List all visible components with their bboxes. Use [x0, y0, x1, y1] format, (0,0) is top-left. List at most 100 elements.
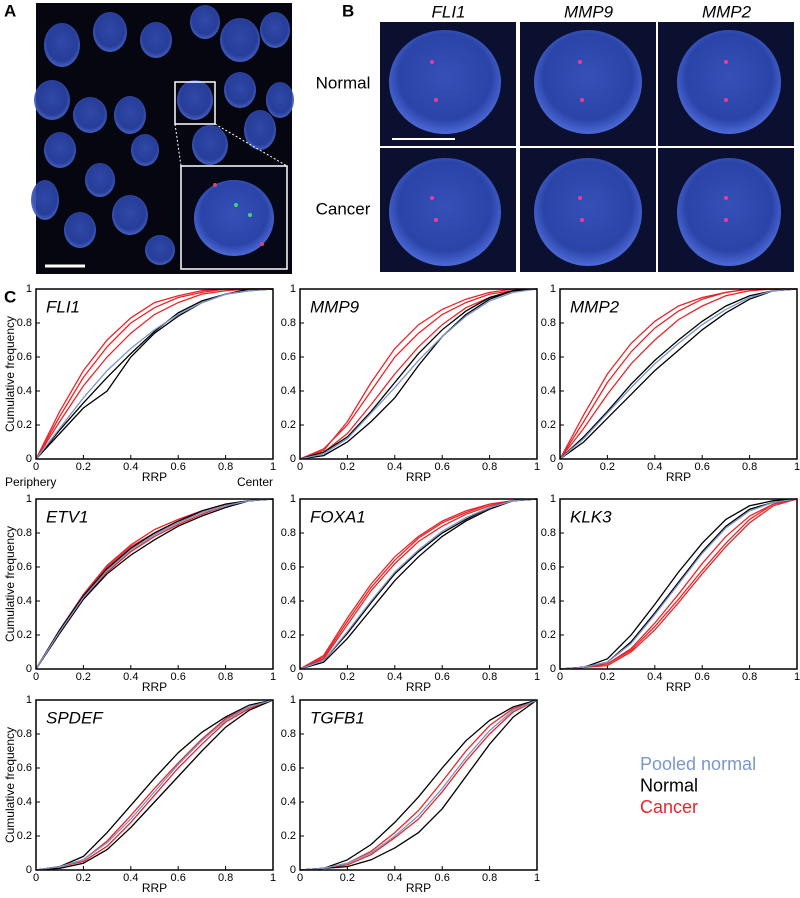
x-tick-label: 1	[270, 671, 276, 683]
chart-title: ETV1	[46, 507, 89, 526]
x-axis-label: RRP	[142, 881, 167, 895]
nucleus	[44, 132, 76, 168]
cdf-line	[299, 288, 537, 460]
chart-title: FLI1	[46, 297, 80, 316]
plot-frame	[559, 288, 798, 460]
cdf-line	[35, 498, 274, 670]
y-tick-label: 0.8	[281, 317, 296, 329]
y-tick-label: 0.4	[541, 385, 556, 397]
x-axis-label: RRP	[666, 680, 691, 694]
plot-frame	[35, 288, 274, 460]
nucleus	[260, 12, 290, 48]
legend-entry: Normal	[640, 775, 698, 795]
y-tick-label: 0.8	[281, 728, 296, 740]
nucleus	[244, 110, 276, 150]
legend-entry: Cancer	[640, 797, 698, 817]
cdf-line	[35, 699, 274, 871]
x-tick-label: 0	[297, 872, 303, 884]
cdf-line	[35, 498, 274, 670]
cdf-line	[299, 699, 538, 871]
nucleus	[93, 12, 127, 52]
plot-frame	[35, 699, 274, 871]
x-tick-label: 0.8	[742, 461, 757, 473]
cdf-line	[299, 288, 538, 460]
x-tick-label: 0.6	[171, 671, 186, 683]
cdf-line	[299, 498, 538, 670]
annotation: Center	[237, 475, 273, 489]
fish-dot	[724, 60, 728, 64]
cdf-line	[35, 288, 273, 460]
x-tick-label: 1	[270, 461, 276, 473]
column-label: FLI1	[431, 2, 465, 21]
fish-dot	[213, 183, 217, 187]
nucleus	[112, 195, 148, 235]
y-tick-label: 0	[26, 453, 32, 465]
cdf-line	[35, 498, 274, 670]
fish-dot	[724, 98, 728, 102]
nucleus	[190, 5, 220, 39]
nucleus	[389, 158, 501, 266]
y-tick-label: 0.6	[17, 561, 32, 573]
x-tick-label: 0.6	[695, 671, 710, 683]
nucleus	[145, 235, 175, 265]
cdf-line	[35, 699, 274, 871]
x-tick-label: 0.2	[340, 461, 355, 473]
y-tick-label: 1	[26, 694, 32, 706]
x-tick-label: 1	[270, 872, 276, 884]
x-tick-label: 0.8	[218, 461, 233, 473]
x-tick-label: 0.2	[76, 872, 91, 884]
plot-frame	[299, 498, 538, 670]
y-tick-label: 0.6	[541, 351, 556, 363]
y-tick-label: 0.6	[281, 762, 296, 774]
y-tick-label: 1	[550, 493, 556, 505]
fish-dot	[248, 213, 252, 217]
y-tick-label: 0.4	[17, 595, 32, 607]
x-tick-label: 0.8	[218, 671, 233, 683]
x-tick-label: 0.8	[482, 872, 497, 884]
x-tick-label: 0.6	[435, 671, 450, 683]
y-tick-label: 0	[290, 864, 296, 876]
cdf-line	[299, 699, 538, 871]
x-tick-label: 0.4	[647, 461, 662, 473]
x-tick-label: 0.4	[387, 671, 402, 683]
chart-title: KLK3	[570, 507, 612, 526]
y-tick-label: 0.6	[541, 561, 556, 573]
y-tick-label: 0	[550, 453, 556, 465]
x-tick-label: 0.4	[123, 671, 138, 683]
fish-dot	[434, 218, 438, 222]
zoom-line	[214, 123, 288, 167]
zoom-box	[174, 81, 216, 125]
x-tick-label: 0	[33, 872, 39, 884]
fish-dot	[430, 196, 434, 200]
cdf-line	[299, 288, 538, 460]
fish-dot	[580, 98, 584, 102]
nucleus	[192, 125, 228, 165]
nucleus	[34, 80, 70, 120]
cdf-line	[299, 699, 538, 871]
x-tick-label: 0.2	[76, 671, 91, 683]
nucleus	[177, 80, 213, 120]
cdf-line	[559, 498, 798, 670]
nucleus	[73, 97, 107, 133]
x-tick-label: 0	[297, 671, 303, 683]
y-axis-label: Cumulative frequency	[3, 727, 17, 843]
nucleus	[64, 212, 96, 248]
plot-frame	[299, 699, 538, 871]
nucleus	[31, 180, 59, 220]
y-axis-label: Cumulative frequency	[3, 526, 17, 642]
nucleus	[677, 30, 781, 134]
chart-title: MMP2	[570, 297, 620, 316]
nucleus	[194, 180, 274, 256]
y-tick-label: 1	[550, 283, 556, 295]
cdf-line	[559, 288, 797, 460]
y-tick-label: 0.2	[17, 629, 32, 641]
nucleus	[534, 158, 642, 266]
nucleus	[224, 72, 256, 108]
y-tick-label: 0.6	[281, 561, 296, 573]
y-tick-label: 0.4	[281, 796, 296, 808]
y-tick-label: 0	[290, 453, 296, 465]
y-tick-label: 1	[26, 493, 32, 505]
x-tick-label: 0.4	[123, 461, 138, 473]
y-tick-label: 1	[290, 283, 296, 295]
y-tick-label: 0.2	[281, 419, 296, 431]
